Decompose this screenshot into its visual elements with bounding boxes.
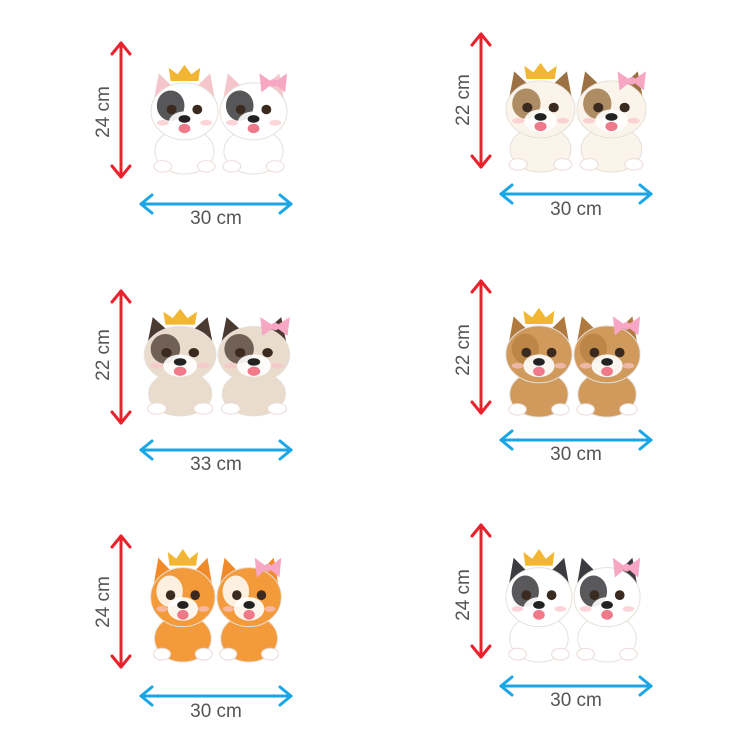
height-arrow-icon [110,41,132,179]
height-label: 24 cm [93,576,114,628]
dog-pair-illustration [150,548,282,663]
width-label: 30 cm [550,444,602,465]
dog-pair-illustration [505,548,641,663]
height-label: 22 cm [453,324,474,376]
width-arrow-icon [139,685,293,707]
width-arrow-icon [139,439,293,461]
height-arrow-icon [470,523,492,659]
width-label: 30 cm [550,690,602,711]
width-label: 30 cm [550,199,602,220]
dog-pair-illustration [143,308,291,417]
height-label: 24 cm [93,86,114,138]
dog-pair-illustration [505,307,641,418]
width-label: 33 cm [190,454,242,475]
width-arrow-icon [499,183,653,205]
height-arrow-icon [110,534,132,669]
width-arrow-icon [139,193,293,215]
dog-pair-illustration [505,62,647,173]
width-label: 30 cm [190,208,242,229]
height-label: 24 cm [453,569,474,621]
width-arrow-icon [499,675,653,697]
height-label: 22 cm [453,74,474,126]
width-arrow-icon [499,429,653,451]
dog-pair-illustration [150,64,288,175]
height-arrow-icon [470,279,492,415]
width-label: 30 cm [190,701,242,722]
height-arrow-icon [470,32,492,169]
height-arrow-icon [110,289,132,425]
height-label: 22 cm [93,329,114,381]
